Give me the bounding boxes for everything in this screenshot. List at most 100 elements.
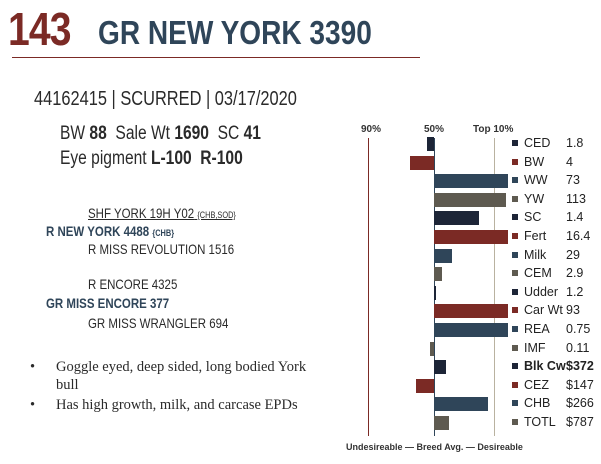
trait-name: SC bbox=[524, 210, 542, 225]
trait-name: YW bbox=[524, 191, 545, 206]
trait-value: 113 bbox=[566, 191, 586, 206]
epd-bar bbox=[434, 230, 508, 244]
trait-name: BW bbox=[524, 154, 545, 169]
trait-name: Milk bbox=[524, 247, 547, 262]
comment-item: Goggle eyed, deep sided, long bodied Yor… bbox=[30, 358, 330, 394]
trait-value: 16.4 bbox=[566, 229, 591, 243]
epd-bar bbox=[430, 341, 434, 356]
epd-bar bbox=[434, 174, 508, 189]
trait-value: $787 bbox=[566, 415, 594, 429]
trait-value: 93 bbox=[566, 303, 580, 318]
trait-name: CHB bbox=[524, 396, 551, 411]
eye-pigment-left: L-100 bbox=[150, 148, 192, 169]
trait-name: CEM bbox=[524, 266, 552, 281]
epd-bar bbox=[434, 304, 508, 319]
trait-name: Car Wt bbox=[524, 303, 563, 318]
pedigree-dam-dam: GR MISS WRANGLER 694 bbox=[88, 315, 229, 331]
trait-color-marker bbox=[512, 251, 518, 258]
epd-bar bbox=[434, 285, 436, 300]
trait-name: TOTL bbox=[524, 415, 556, 429]
trait-color-marker bbox=[512, 214, 518, 221]
eye-pigment-right: R-100 bbox=[200, 148, 243, 169]
trait-name: Blk Cw bbox=[524, 359, 566, 374]
chart-footer: Undesireable — Breed Avg. — Desireable bbox=[346, 442, 523, 452]
trait-value: 0.11 bbox=[566, 340, 590, 355]
comment-list: Goggle eyed, deep sided, long bodied Yor… bbox=[30, 358, 330, 416]
trait-name: Udder bbox=[524, 284, 559, 299]
trait-color-marker bbox=[512, 270, 518, 277]
lot-number: 143 bbox=[8, 3, 72, 55]
comment-item: Has high growth, milk, and carcase EPDs bbox=[30, 396, 330, 414]
stats-row-weights: BW 88 Sale Wt 1690 SC 41 bbox=[60, 121, 261, 146]
trait-color-marker bbox=[512, 233, 518, 239]
trait-color-marker bbox=[512, 195, 518, 202]
bw-value: 88 bbox=[89, 123, 107, 144]
header-divider bbox=[12, 57, 420, 58]
trait-color-marker bbox=[512, 419, 518, 425]
gridline-top10 bbox=[494, 138, 495, 436]
trait-value: 73 bbox=[566, 173, 580, 188]
trait-color-marker bbox=[512, 363, 518, 370]
epd-bar bbox=[416, 378, 434, 393]
bw-label: BW bbox=[60, 123, 86, 144]
stats-row-eye: Eye pigment L-100 R-100 bbox=[60, 146, 261, 171]
trait-color-marker bbox=[512, 326, 518, 332]
chart-header-top10: Top 10% bbox=[473, 124, 514, 135]
epd-bar bbox=[434, 192, 506, 207]
pedigree-sire-tag: {CHB} bbox=[152, 228, 175, 238]
trait-color-marker bbox=[512, 288, 518, 295]
epd-bar bbox=[434, 323, 508, 337]
chart-header-50: 50% bbox=[424, 124, 445, 135]
pedigree-sire-sire: SHF YORK 19H Y02 {CHB,SOD} bbox=[88, 205, 236, 221]
epd-chart bbox=[344, 137, 508, 436]
eye-pigment-label: Eye pigment bbox=[60, 148, 147, 169]
animal-name: GR NEW YORK 3390 bbox=[98, 14, 372, 51]
trait-color-marker bbox=[512, 400, 518, 407]
sale-wt-label: Sale Wt bbox=[115, 123, 170, 144]
trait-value: 2.9 bbox=[566, 266, 584, 281]
epd-bar bbox=[434, 416, 449, 430]
epd-bar bbox=[434, 267, 442, 282]
pedigree-sire-name: R NEW YORK 4488 bbox=[46, 223, 150, 239]
epd-bar bbox=[434, 397, 488, 412]
sc-label: SC bbox=[217, 123, 240, 144]
gridline-90 bbox=[368, 138, 369, 436]
trait-color-marker bbox=[512, 158, 518, 165]
trait-value: $372 bbox=[566, 359, 594, 374]
sc-value: 41 bbox=[243, 123, 261, 144]
animal-stats: BW 88 Sale Wt 1690 SC 41 Eye pigment L-1… bbox=[60, 121, 261, 171]
registration-line: 44162415 | SCURRED | 03/17/2020 bbox=[34, 88, 297, 110]
epd-bar bbox=[434, 360, 446, 375]
epd-bar bbox=[410, 155, 434, 170]
trait-value: 0.75 bbox=[566, 322, 591, 336]
chart-header-90: 90% bbox=[361, 124, 382, 135]
pedigree-sire: R NEW YORK 4488 {CHB} bbox=[46, 223, 174, 239]
trait-value: $147 bbox=[566, 377, 594, 392]
trait-name: IMF bbox=[524, 340, 546, 355]
trait-name: Fert bbox=[524, 229, 547, 243]
pedigree-sire-sire-name: SHF YORK 19H Y02 bbox=[88, 205, 195, 221]
epd-bar bbox=[434, 248, 452, 263]
trait-name: CEZ bbox=[524, 377, 549, 392]
pedigree-dam: GR MISS ENCORE 377 bbox=[46, 295, 170, 311]
trait-value: $266 bbox=[566, 396, 594, 411]
trait-value: 1.4 bbox=[566, 210, 584, 225]
trait-value: 29 bbox=[566, 247, 580, 262]
trait-color-marker bbox=[512, 140, 518, 146]
sale-wt-value: 1690 bbox=[174, 123, 209, 144]
pedigree-sire-sire-tag: {CHB,SOD} bbox=[197, 210, 236, 220]
trait-value: 4 bbox=[566, 154, 573, 169]
trait-value: 1.2 bbox=[566, 284, 584, 299]
trait-name: REA bbox=[524, 322, 550, 336]
epd-bar bbox=[434, 211, 479, 226]
trait-value: 1.8 bbox=[566, 136, 584, 150]
trait-color-marker bbox=[512, 344, 518, 351]
trait-color-marker bbox=[512, 177, 518, 184]
trait-color-marker bbox=[512, 381, 518, 388]
pedigree-sire-dam: R MISS REVOLUTION 1516 bbox=[88, 241, 235, 257]
trait-name: WW bbox=[524, 173, 548, 188]
epd-bar bbox=[426, 137, 434, 151]
trait-name: CED bbox=[524, 136, 551, 150]
trait-color-marker bbox=[512, 307, 518, 314]
pedigree-dam-sire: R ENCORE 4325 bbox=[88, 276, 178, 292]
